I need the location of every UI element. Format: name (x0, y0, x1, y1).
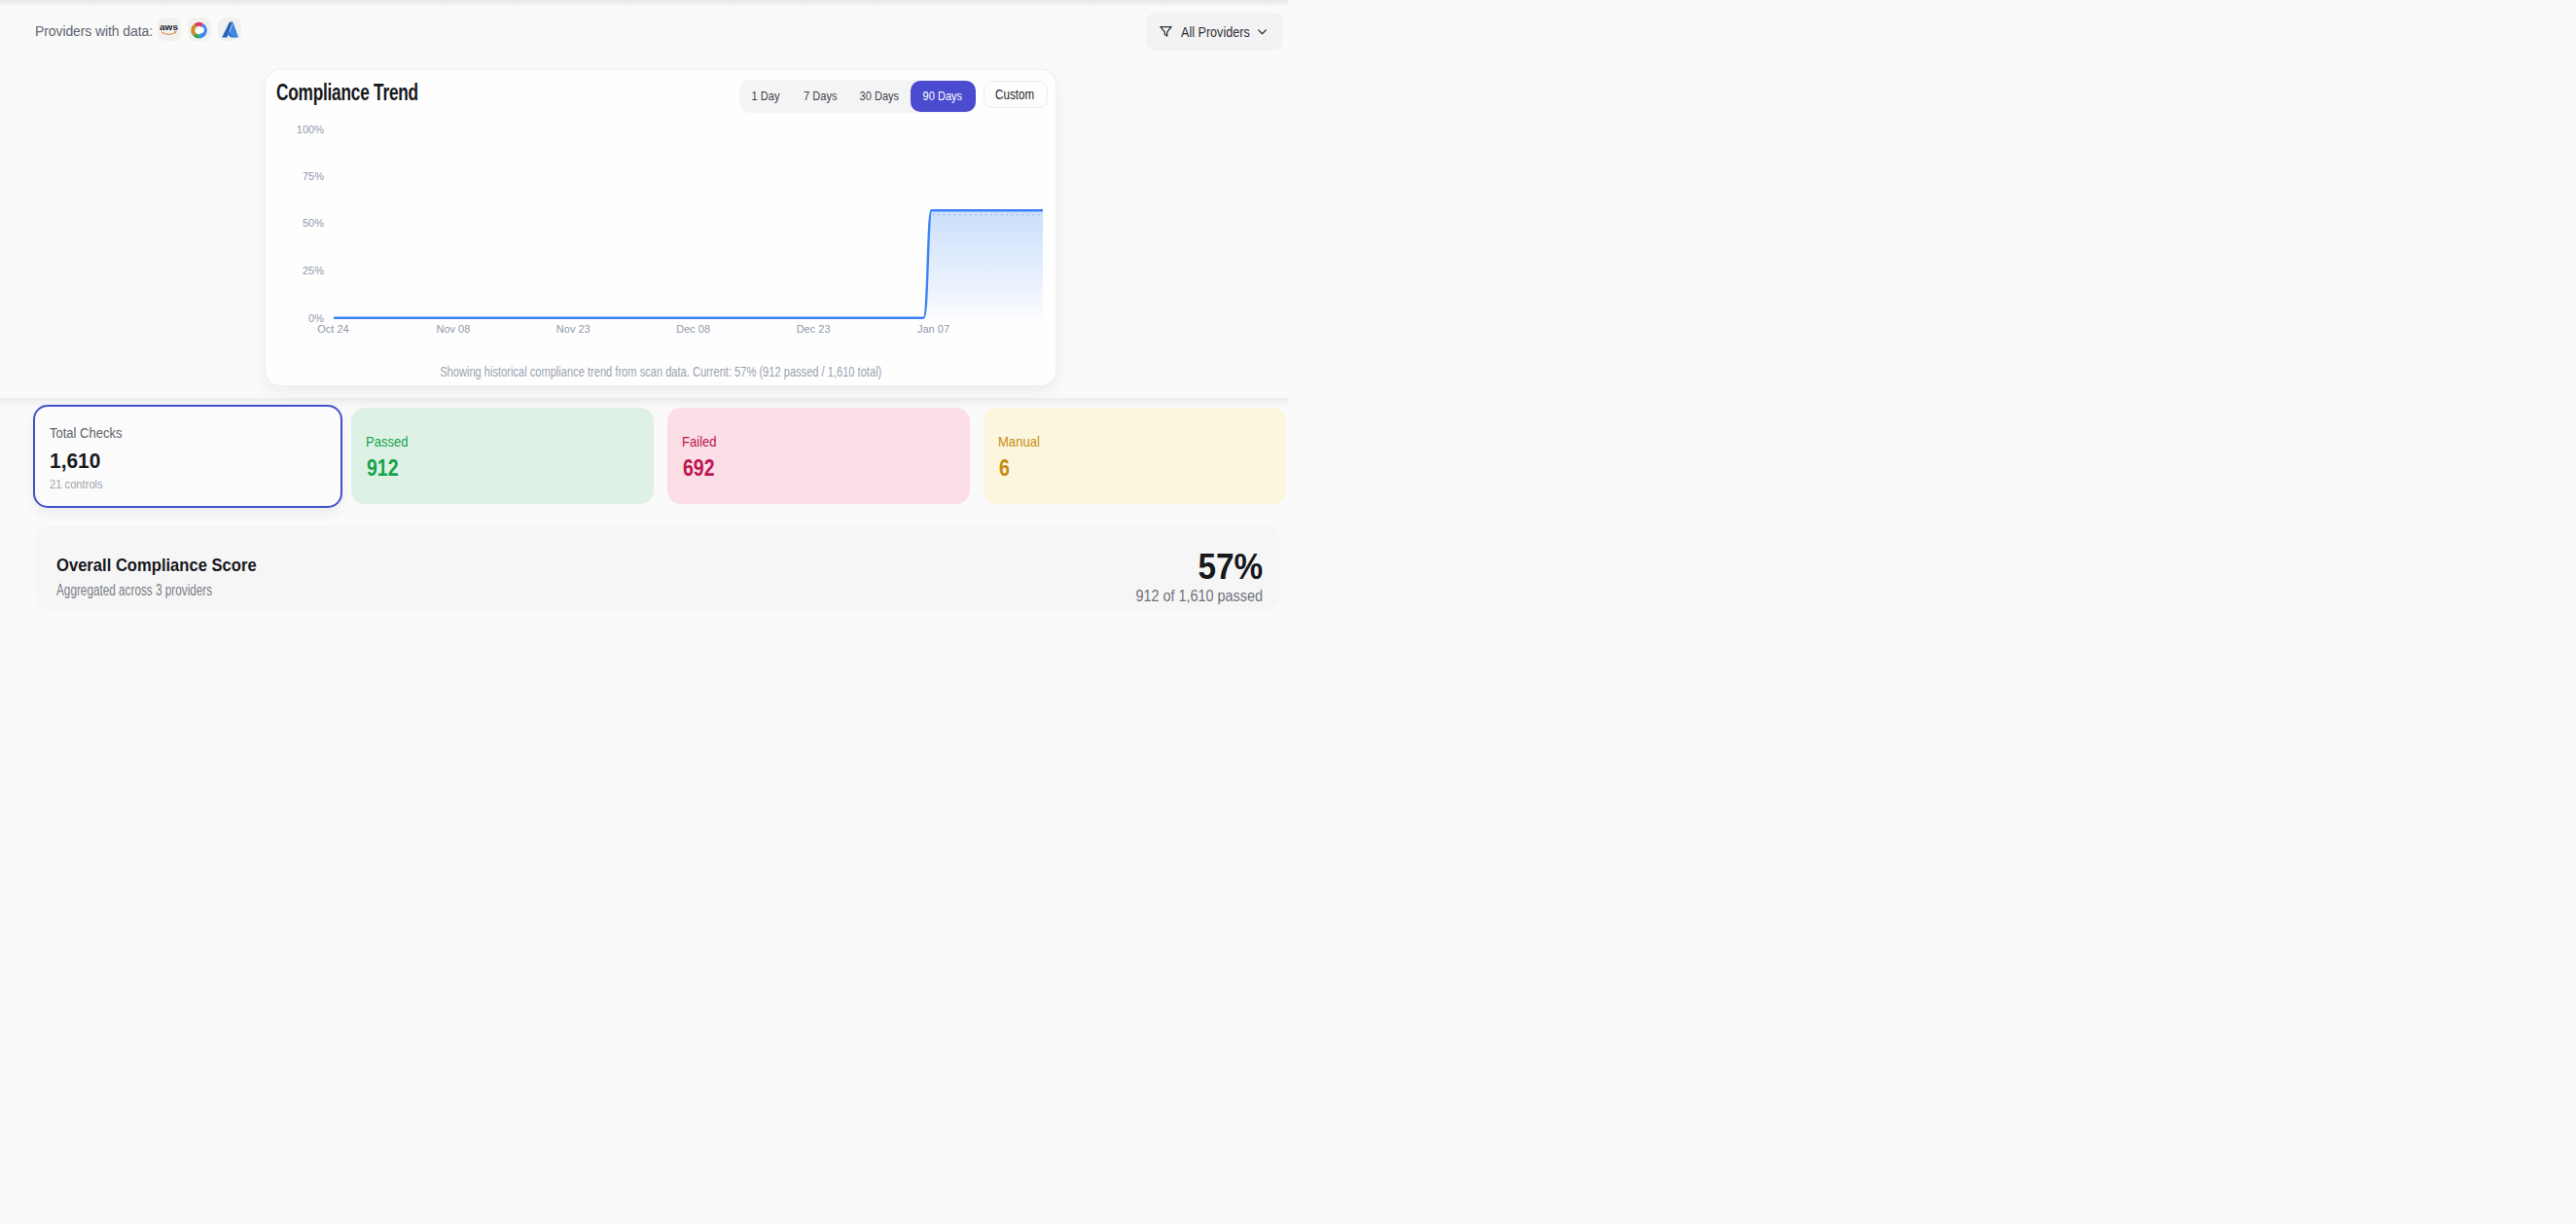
svg-text:aws: aws (160, 21, 179, 32)
